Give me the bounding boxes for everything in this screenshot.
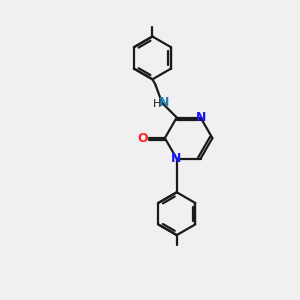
Text: O: O bbox=[138, 132, 148, 145]
Text: N: N bbox=[159, 96, 169, 109]
Text: H: H bbox=[152, 99, 161, 109]
Text: N: N bbox=[196, 111, 206, 124]
Text: N: N bbox=[171, 152, 182, 165]
